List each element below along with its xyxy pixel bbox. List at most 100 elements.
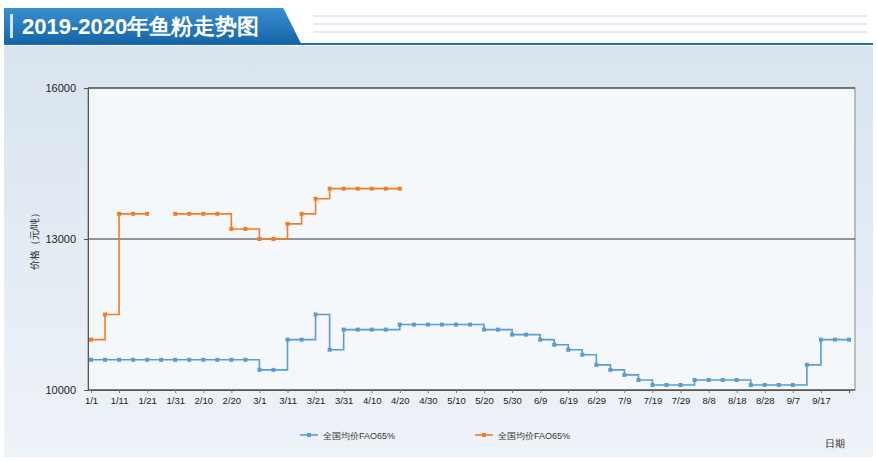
- legend-item: 全国均价FAO65%: [475, 431, 570, 441]
- x-tick: 5/20: [475, 390, 494, 406]
- x-tick: 1/31: [166, 390, 185, 406]
- series-marker: [89, 358, 93, 362]
- series-marker: [229, 358, 233, 362]
- series-marker: [103, 313, 107, 317]
- series-marker: [805, 363, 809, 367]
- series-marker: [187, 358, 191, 362]
- x-tick: 1/11: [111, 390, 129, 406]
- x-tick-mark: [288, 390, 289, 393]
- banner-stripe: [313, 24, 867, 25]
- x-tick-mark: [147, 390, 148, 393]
- grid: [88, 88, 855, 390]
- series-marker: [622, 373, 626, 377]
- series-marker: [370, 187, 374, 191]
- x-tick-mark: [821, 390, 822, 393]
- panel-background: [4, 46, 873, 457]
- x-tick-label: 7/29: [672, 395, 691, 406]
- y-tick-label: 10000: [45, 384, 76, 396]
- series-marker: [454, 323, 458, 327]
- x-tick-label: 1/31: [166, 395, 185, 406]
- x-tick-mark: [400, 390, 401, 393]
- x-tick-mark: [737, 390, 738, 393]
- x-tick-mark: [119, 390, 120, 393]
- series-marker: [566, 348, 570, 352]
- legend: 全国均价FAO65% 全国均价FAO65%: [300, 431, 570, 441]
- x-tick-label: 8/28: [756, 395, 775, 406]
- x-tick-label: 3/21: [307, 395, 326, 406]
- x-tick-mark: [231, 390, 232, 393]
- series-marker: [131, 212, 135, 216]
- x-tick: 6/19: [560, 390, 579, 406]
- series-marker: [173, 212, 177, 216]
- series-marker: [131, 358, 135, 362]
- x-tick-label: 3/11: [279, 395, 297, 406]
- series-marker: [215, 358, 219, 362]
- x-tick: 6/9: [534, 390, 547, 406]
- x-tick: 2/20: [223, 390, 242, 406]
- x-tick-label: 5/20: [475, 395, 494, 406]
- series-marker: [510, 333, 514, 337]
- y-axis-line: [84, 89, 89, 391]
- plot-area: 1000013000160001/11/111/211/312/102/203/…: [45, 82, 855, 406]
- series-marker: [707, 378, 711, 382]
- series-marker: [243, 358, 247, 362]
- series-marker: [412, 323, 416, 327]
- title-banner: 2019-2020年鱼粉走势图: [4, 8, 873, 44]
- series-line: [91, 315, 849, 385]
- x-tick: 7/19: [644, 390, 663, 406]
- x-tick-mark: [624, 390, 625, 393]
- series-marker: [763, 383, 767, 387]
- x-tick: 3/31: [335, 390, 354, 406]
- series-marker: [538, 338, 542, 342]
- y-tick-label: 13000: [45, 233, 76, 245]
- x-tick-mark: [709, 390, 710, 393]
- x-tick-label: 9/7: [787, 395, 800, 406]
- x-tick-mark: [793, 390, 794, 393]
- x-tick-label: 5/30: [503, 395, 521, 406]
- x-tick: 5/30: [503, 390, 521, 406]
- x-tick-label: 6/29: [588, 395, 607, 406]
- series-marker: [342, 187, 346, 191]
- x-tick: 7/29: [672, 390, 691, 406]
- series-marker: [594, 363, 598, 367]
- series-marks: [89, 187, 851, 387]
- legend-marker: [307, 433, 311, 437]
- y-axis: 100001300016000: [45, 82, 88, 396]
- x-tick-label: 7/9: [618, 395, 631, 406]
- x-axis-line: [92, 391, 850, 394]
- x-tick: 1/1: [85, 390, 98, 406]
- series-marker: [201, 358, 205, 362]
- x-tick: 1/21: [138, 390, 157, 406]
- series-marker: [665, 383, 669, 387]
- y-axis-title: 价格（元/吨）: [29, 208, 40, 272]
- legend-label: 全国均价FAO65%: [323, 431, 395, 441]
- grid-line: [88, 239, 855, 240]
- x-tick-mark: [484, 390, 485, 393]
- series-marker: [159, 358, 163, 362]
- series-marker: [398, 187, 402, 191]
- banner-accent: [10, 14, 13, 38]
- series-marker: [426, 323, 430, 327]
- y-tick-mark: [84, 390, 88, 391]
- x-tick-label: 9/17: [812, 395, 831, 406]
- series-marker: [145, 212, 149, 216]
- series-marker: [257, 237, 261, 241]
- series-marker: [342, 328, 346, 332]
- series: [89, 187, 402, 342]
- series-marker: [370, 328, 374, 332]
- x-tick-label: 4/20: [391, 395, 410, 406]
- series-marker: [117, 358, 121, 362]
- y-tick: 10000: [45, 384, 88, 396]
- x-tick-label: 6/9: [534, 395, 547, 406]
- x-tick-mark: [316, 390, 317, 393]
- x-tick-mark: [91, 390, 92, 393]
- x-tick: 2/10: [195, 390, 214, 406]
- grid-line: [88, 88, 855, 89]
- x-tick-label: 8/18: [728, 395, 747, 406]
- y-tick-mark: [84, 239, 88, 240]
- x-tick-label: 2/10: [195, 395, 214, 406]
- series-marker: [286, 338, 290, 342]
- series-marker: [356, 328, 360, 332]
- x-tick-label: 3/1: [253, 395, 266, 406]
- series-marker: [679, 383, 683, 387]
